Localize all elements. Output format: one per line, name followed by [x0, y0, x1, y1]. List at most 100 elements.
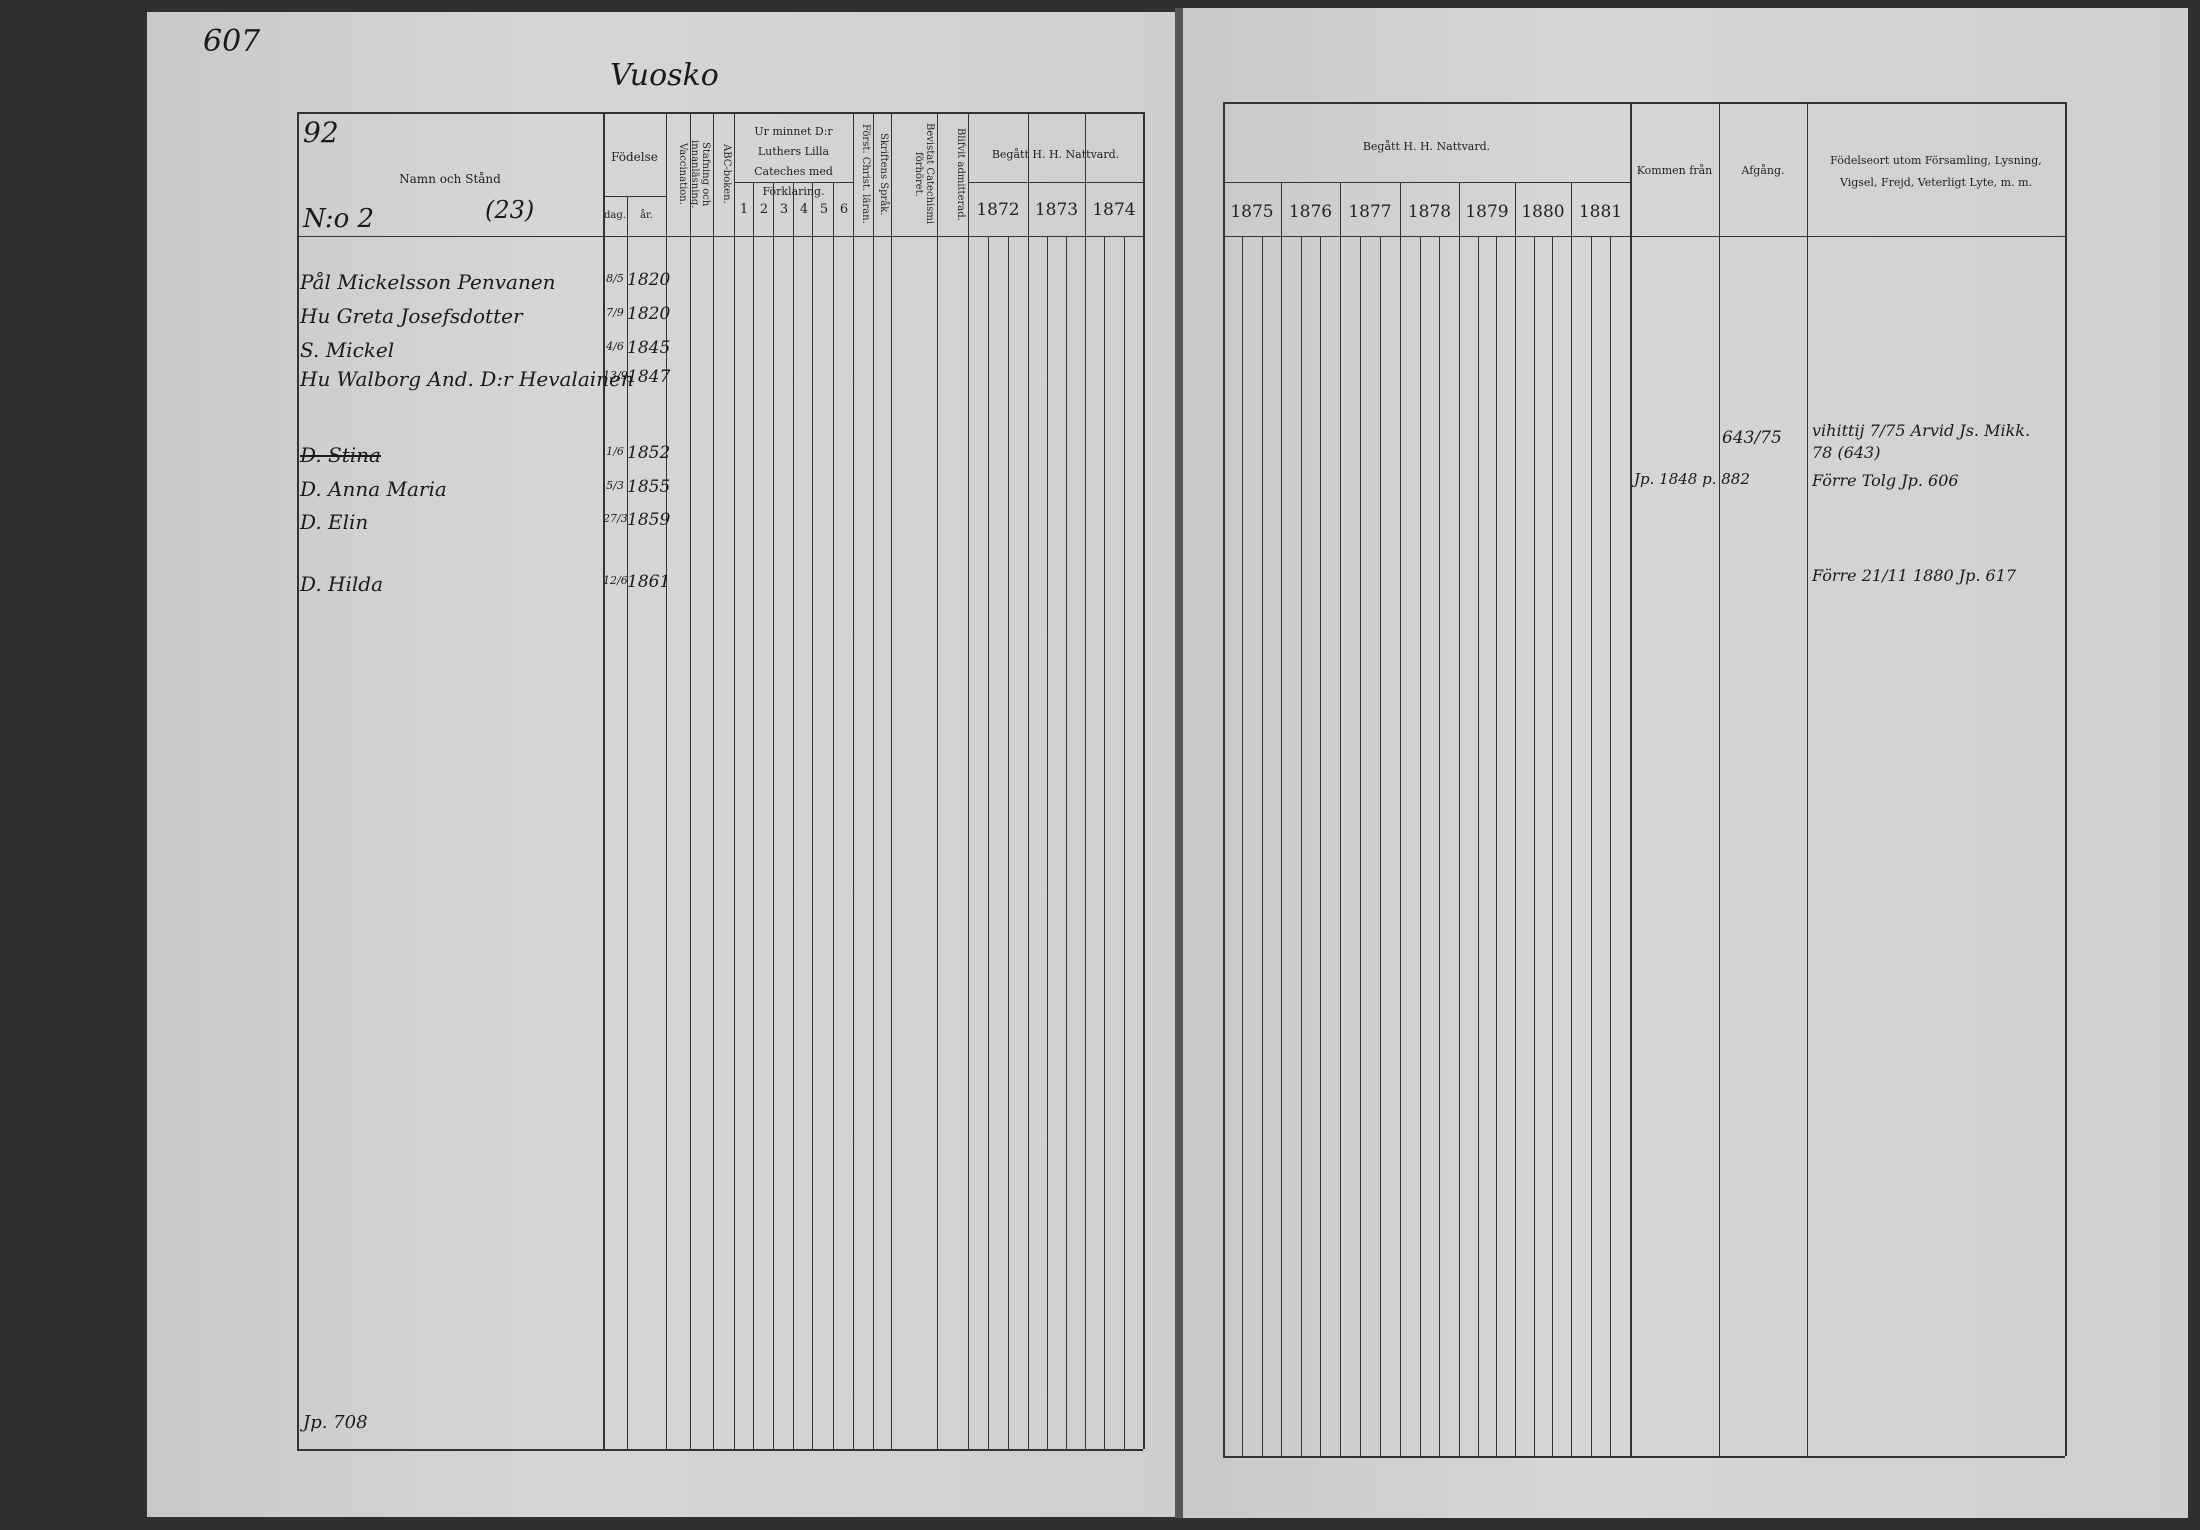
rule	[873, 112, 874, 1449]
birth-year: 1845	[627, 338, 671, 358]
header-admitted: Blifvit admitterad.	[955, 127, 966, 221]
rule	[1028, 112, 1029, 1449]
rule	[1223, 1456, 2065, 1458]
rule	[713, 112, 714, 1449]
rule	[1066, 236, 1067, 1449]
birth-day: 5/3	[606, 479, 624, 492]
rule	[1320, 236, 1321, 1456]
rule	[1223, 102, 2065, 104]
birth-day: 7/9	[606, 306, 624, 319]
village: Vuosko	[610, 58, 719, 93]
rule	[1571, 182, 1572, 1456]
footer-note: Jp. 708	[303, 1412, 368, 1433]
header-birth-year: år.	[640, 210, 653, 221]
rule	[1420, 236, 1421, 1456]
header-remarks: Födelseort utom Församling, Lysning, Vig…	[1830, 154, 2042, 189]
person-name: D. Stina	[300, 443, 381, 467]
communion-year: 1873	[1034, 200, 1079, 220]
rule	[1281, 182, 1282, 1456]
household: 92	[303, 116, 339, 149]
header-reading: Stafning och innanläsning.	[689, 139, 711, 209]
rule	[734, 112, 735, 1449]
household-no: N:o 2	[303, 204, 375, 234]
rule	[297, 112, 1143, 114]
rule	[968, 112, 969, 1449]
communion-year: 1879	[1465, 202, 1509, 222]
rule	[1439, 236, 1440, 1456]
rule	[753, 182, 754, 1449]
communion-year: 1874	[1092, 200, 1136, 220]
birth-year: 1852	[627, 443, 671, 463]
header-catechism: Ur minnet D:r Luthers Lilla Cateches med…	[754, 125, 833, 198]
catechism-part: 3	[779, 202, 789, 217]
rule	[1262, 236, 1263, 1456]
rule	[627, 196, 628, 1449]
rule	[603, 112, 605, 1449]
rule	[1301, 236, 1302, 1456]
rule	[1552, 236, 1553, 1456]
birth-day: 27/3	[603, 512, 628, 525]
birth-year: 1820	[627, 270, 671, 290]
header-communion: Begått H. H. Nattvard.	[991, 148, 1120, 161]
header-departure: Afgång.	[1741, 164, 1785, 177]
communion-year: 1876	[1288, 202, 1333, 222]
person-name: Hu Walborg And. D:r Hevalainen	[300, 367, 634, 391]
rule	[773, 182, 774, 1449]
rule	[968, 182, 1143, 183]
communion-year: 1872	[976, 200, 1020, 220]
rule	[1496, 236, 1497, 1456]
rule	[1719, 102, 1720, 1456]
header-hearing: Bevistat Catechismi förhöret.	[913, 123, 935, 225]
rule	[1807, 102, 1808, 1456]
remarks: Förre Tolg Jp. 606	[1812, 471, 1959, 490]
rule	[2065, 102, 2067, 1456]
header-abc: ABC-boken.	[721, 144, 732, 204]
rule	[988, 236, 989, 1449]
rule	[1223, 182, 1630, 183]
communion-year: 1877	[1348, 202, 1392, 222]
rule	[812, 182, 813, 1449]
rule	[690, 112, 691, 1449]
remarks: Förre 21/11 1880 Jp. 617	[1812, 566, 2017, 585]
left-page	[147, 12, 1177, 1517]
rule	[1400, 182, 1401, 1456]
birth-day: 13/9	[603, 369, 628, 382]
birth-year: 1861	[627, 572, 671, 592]
rule	[853, 112, 854, 1449]
person-name: D. Elin	[300, 510, 369, 534]
rule	[1047, 236, 1048, 1449]
rule	[793, 182, 794, 1449]
rule	[1459, 182, 1460, 1456]
rule	[1124, 236, 1125, 1449]
communion-year: 1881	[1578, 202, 1623, 222]
rule	[1104, 236, 1105, 1449]
header-vaccination: Vaccination.	[677, 143, 688, 205]
rule	[297, 236, 1143, 237]
rule	[1478, 236, 1479, 1456]
person-name: S. Mickel	[300, 338, 395, 362]
rule	[1591, 236, 1592, 1456]
spine	[1175, 8, 1183, 1518]
right-page	[1183, 8, 2188, 1518]
header-birth-day: dag.	[604, 210, 626, 221]
communion-year: 1878	[1407, 202, 1452, 222]
rule	[833, 182, 834, 1449]
rule	[297, 112, 299, 1449]
rule	[1360, 236, 1361, 1456]
rule	[666, 112, 667, 1449]
person-name: Pål Mickelsson Penvanen	[300, 270, 556, 294]
rule	[1008, 236, 1009, 1449]
came-from: Jp. 1848 p. 882	[1634, 470, 1750, 488]
rule	[937, 112, 938, 1449]
catechism-part: 4	[799, 202, 809, 217]
rule	[1515, 182, 1516, 1456]
household-ref: (23)	[485, 196, 535, 224]
birth-year: 1847	[627, 367, 671, 387]
communion-year: 1880	[1521, 202, 1565, 222]
header-scripture: Skriftens Språk.	[878, 132, 889, 216]
rule	[1380, 236, 1381, 1456]
header-christian: Först. Christ. läran.	[860, 124, 871, 224]
birth-day: 4/6	[606, 340, 624, 353]
page-number: 607	[203, 24, 261, 59]
